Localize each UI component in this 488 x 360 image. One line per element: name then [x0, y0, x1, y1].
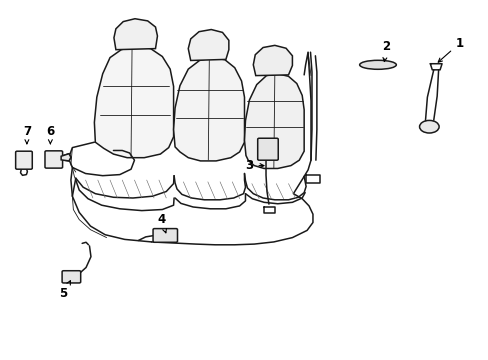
Text: 2: 2 — [382, 40, 389, 62]
FancyBboxPatch shape — [153, 229, 177, 242]
FancyBboxPatch shape — [16, 151, 32, 169]
Text: 5: 5 — [60, 281, 70, 300]
Polygon shape — [253, 45, 292, 76]
FancyBboxPatch shape — [257, 138, 278, 160]
Polygon shape — [173, 58, 244, 161]
FancyBboxPatch shape — [45, 151, 62, 168]
Polygon shape — [94, 46, 173, 158]
Polygon shape — [188, 30, 228, 60]
Polygon shape — [244, 74, 304, 168]
Polygon shape — [61, 154, 71, 161]
Polygon shape — [114, 19, 157, 50]
FancyBboxPatch shape — [62, 271, 81, 283]
Text: 1: 1 — [437, 37, 463, 62]
Ellipse shape — [419, 120, 438, 133]
Text: 6: 6 — [46, 125, 54, 144]
Text: 4: 4 — [157, 213, 166, 233]
Text: 3: 3 — [245, 159, 264, 172]
Ellipse shape — [359, 60, 395, 69]
Text: 7: 7 — [23, 125, 31, 144]
